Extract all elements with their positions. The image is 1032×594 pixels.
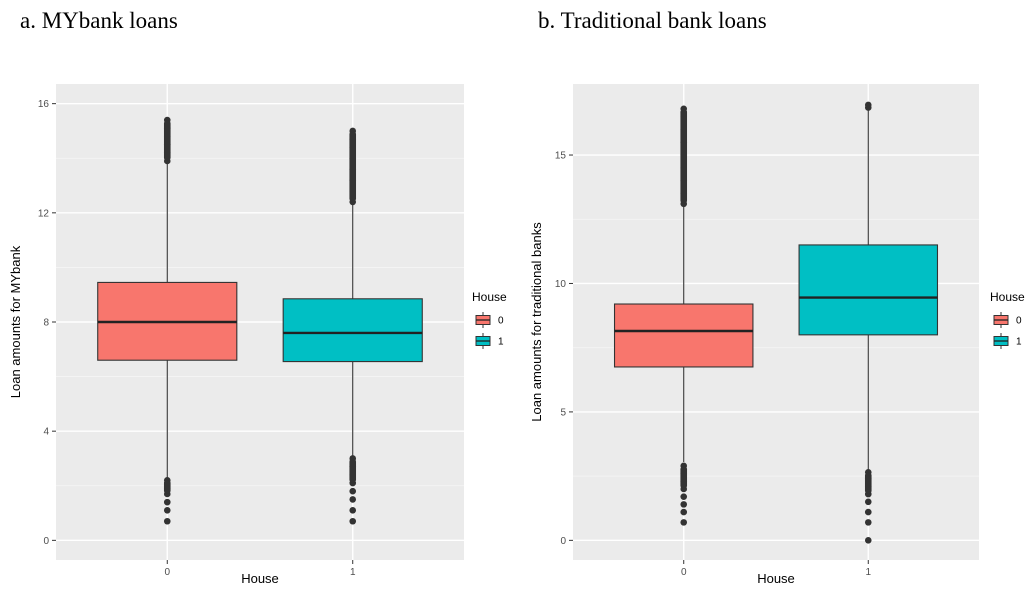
chart-b-outlier-point (864, 519, 872, 526)
chart-b-outlier-band-high (680, 108, 688, 204)
chart-a-outlier-point (163, 507, 171, 514)
chart-b-x-tick-label: 0 (681, 567, 687, 578)
chart-a-x-tick-label: 1 (350, 567, 356, 578)
chart-a-y-tick-label: 8 (43, 318, 49, 329)
chart-a-legend-label-1: 1 (498, 337, 504, 348)
chart-a-outlier-point (349, 507, 357, 514)
chart-a-outlier-band-low (349, 458, 357, 484)
chart-b-title: b. Traditional bank loans (538, 8, 767, 33)
chart-a-legend-label-0: 0 (498, 316, 504, 327)
chart-a-outlier-point (349, 487, 357, 495)
chart-b-legend-label-0: 0 (1016, 316, 1022, 327)
chart-a-y-axis-title: Loan amounts for MYbank (8, 245, 23, 398)
chart-b-y-axis-title: Loan amounts for traditional banks (529, 222, 544, 422)
chart-b-legend-title: House (990, 290, 1025, 304)
chart-a-outlier-point (349, 517, 357, 525)
chart-b-x-tick-label: 1 (865, 567, 871, 578)
chart-a-y-tick-label: 16 (38, 99, 50, 110)
chart-a-y-tick-label: 4 (43, 427, 49, 438)
chart-b-outlier-point (680, 508, 688, 516)
chart-a-x-axis-title: House (241, 571, 279, 586)
chart-a-legend-title: House (472, 290, 507, 304)
chart-b-y-tick-label: 5 (560, 407, 566, 418)
chart-b-outlier-band-low (680, 465, 688, 489)
chart-b-outlier-band-low (864, 472, 872, 495)
chart-a-outlier-band-low (163, 480, 171, 494)
chart-b-outlier-point (680, 519, 688, 526)
chart-b-outlier-point (864, 101, 872, 109)
chart-a-outlier-point (163, 498, 171, 506)
chart-b-y-tick-label: 15 (555, 151, 567, 162)
chart-b-box-0 (613, 303, 754, 368)
chart-b-outlier-point (680, 501, 688, 508)
chart-b-outlier-point (864, 537, 872, 544)
chart-a-outlier-band-high (163, 120, 171, 161)
chart-b-y-tick-label: 0 (560, 536, 566, 547)
chart-b-outlier-point (864, 508, 872, 516)
chart-a-y-tick-label: 12 (38, 208, 50, 219)
chart-b-outlier-point (680, 493, 688, 500)
chart-a-outlier-point (163, 517, 171, 525)
chart-a-y-tick-label: 0 (43, 536, 49, 547)
chart-a-box-1 (282, 298, 423, 363)
chart-b-legend-label-1: 1 (1016, 337, 1022, 348)
chart-a-title: a. MYbank loans (20, 8, 178, 33)
chart-a-outlier-band-high (349, 130, 357, 202)
chart-a-plot: 0 4 8 12 16 0 1 House Loan amounts for MYbank Hou… (8, 84, 507, 586)
chart-b-x-axis-title: House (757, 571, 795, 586)
chart-a-outlier-point (349, 496, 357, 503)
chart-b-outlier-point (864, 498, 872, 506)
chart-b-y-tick-label: 10 (555, 279, 567, 290)
chart-a-x-tick-label: 0 (164, 567, 170, 578)
chart-b-box-1 (798, 244, 939, 336)
